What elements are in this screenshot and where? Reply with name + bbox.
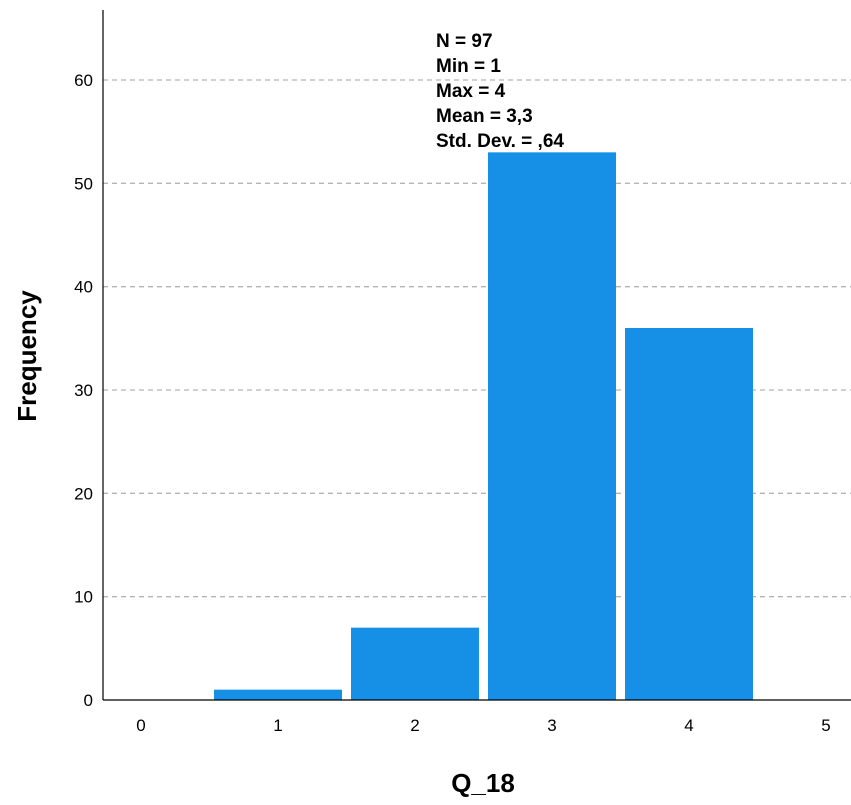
y-tick-label: 0: [84, 691, 93, 710]
x-tick-label: 4: [684, 716, 693, 735]
y-tick-label: 60: [74, 71, 93, 90]
y-tick-label: 40: [74, 278, 93, 297]
bar-2: [351, 627, 479, 700]
x-axis-title: Q_18: [451, 768, 515, 798]
y-tick-label: 20: [74, 484, 93, 503]
y-tick-label: 50: [74, 174, 93, 193]
bar-3: [488, 152, 616, 701]
x-tick-label: 0: [136, 716, 145, 735]
x-tick-label: 2: [410, 716, 419, 735]
y-tick-label: 30: [74, 381, 93, 400]
stat-line: Std. Dev. = ,64: [436, 131, 564, 152]
stat-line: N = 97: [436, 31, 493, 52]
x-tick-label: 3: [547, 716, 556, 735]
bars: [214, 152, 753, 701]
y-axis-title: Frequency: [12, 290, 42, 422]
bar-1: [214, 689, 342, 700]
axes: 0 10 20 30 40 50 60 0 1 2 3 4 5: [74, 10, 851, 735]
x-tick-label: 1: [273, 716, 282, 735]
stat-line: Min = 1: [436, 56, 501, 77]
x-tick-label: 5: [821, 716, 830, 735]
stats-annotation: N = 97 Min = 1 Max = 4 Mean = 3,3 Std. Dev. …: [436, 31, 564, 152]
y-tick-label: 10: [74, 588, 93, 607]
stat-line: Max = 4: [436, 81, 506, 102]
stat-line: Mean = 3,3: [436, 106, 533, 127]
bar-4: [625, 328, 753, 700]
